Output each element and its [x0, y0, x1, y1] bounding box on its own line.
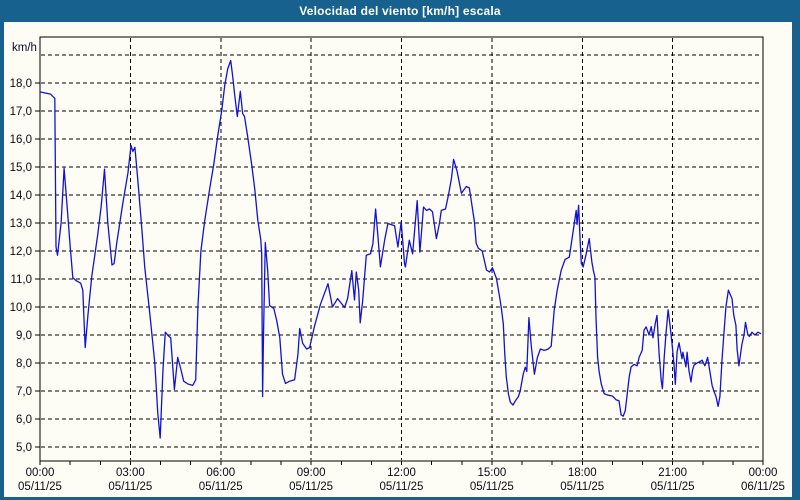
y-tick-label: 14,0: [10, 190, 32, 202]
y-tick-label: 10,0: [10, 302, 32, 314]
x-tick-date-label: 05/11/25: [560, 481, 604, 493]
x-tick-time-label: 15:00: [477, 467, 506, 479]
x-tick-date-label: 05/11/25: [380, 481, 424, 493]
x-tick-date-label: 05/11/25: [470, 481, 514, 493]
y-axis-unit-label: km/h: [12, 42, 37, 54]
x-tick-date-label: 05/11/25: [651, 481, 695, 493]
x-tick-date-label: 05/11/25: [108, 481, 152, 493]
y-tick-label: 12,0: [10, 246, 32, 258]
y-tick-label: 11,0: [10, 274, 32, 286]
y-tick-label: 13,0: [10, 218, 32, 230]
y-tick-label: 16,0: [10, 134, 32, 146]
y-tick-label: 6,0: [16, 414, 32, 426]
x-tick-time-label: 03:00: [116, 467, 145, 479]
wind-speed-line: [39, 59, 762, 439]
y-tick-label: 15,0: [10, 162, 32, 174]
x-tick-time-label: 00:00: [749, 467, 778, 479]
x-tick-time-label: 21:00: [658, 467, 687, 479]
x-tick-date-label: 05/11/25: [18, 481, 62, 493]
y-tick-label: 7,0: [16, 386, 32, 398]
x-tick-date-label: 05/11/25: [289, 481, 333, 493]
y-tick-label: 18,0: [10, 78, 32, 90]
window-title: Velocidad del viento [km/h] escala: [299, 4, 501, 18]
title-bar: Velocidad del viento [km/h] escala: [4, 0, 792, 22]
y-tick-label: 9,0: [16, 330, 32, 342]
x-tick-date-label: 05/11/25: [199, 481, 243, 493]
y-tick-label: 5,0: [16, 442, 32, 454]
x-tick-time-label: 09:00: [297, 467, 326, 479]
y-tick-label: 17,0: [10, 106, 32, 118]
y-tick-label: 8,0: [16, 358, 32, 370]
x-tick-time-label: 06:00: [206, 467, 235, 479]
x-tick-time-label: 12:00: [387, 467, 416, 479]
x-tick-time-label: 00:00: [26, 467, 55, 479]
x-tick-time-label: 18:00: [568, 467, 597, 479]
x-tick-date-label: 06/11/25: [741, 481, 785, 493]
